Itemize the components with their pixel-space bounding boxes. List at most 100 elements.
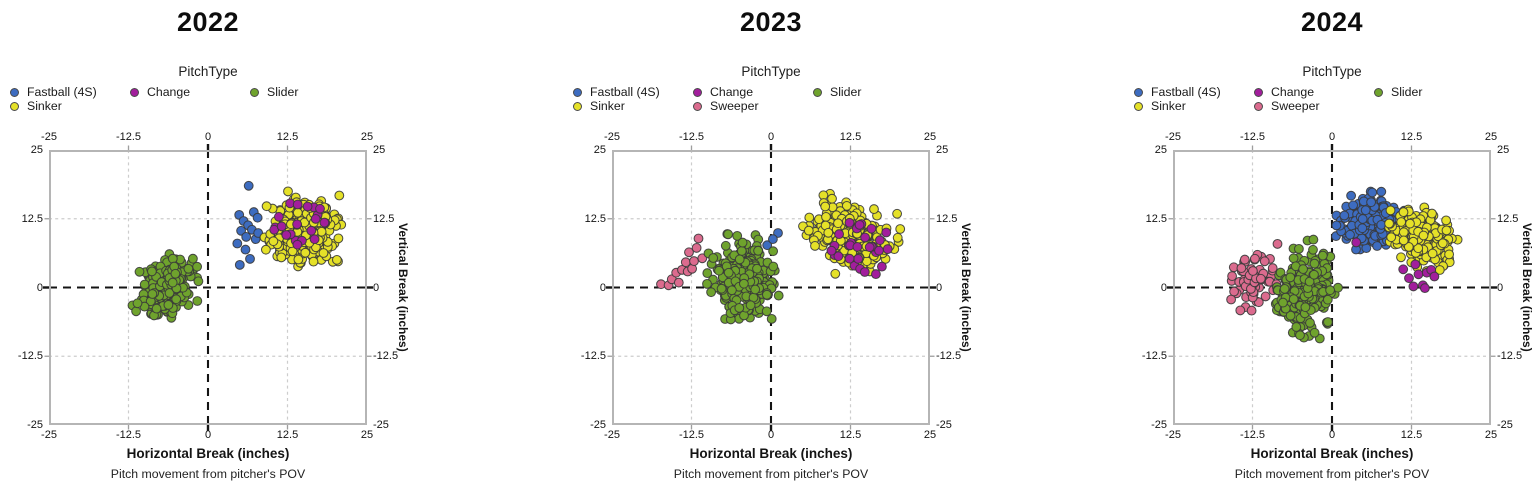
legend-marker-dot [1254, 101, 1263, 111]
data-point [702, 278, 712, 289]
y-axis-right-tick-label: -25 [936, 419, 952, 431]
data-point [734, 254, 745, 265]
data-point [736, 246, 747, 256]
legend-item-sinker: Sinker [1134, 98, 1186, 113]
data-point [750, 284, 761, 295]
data-point [192, 261, 203, 272]
data-point [762, 240, 773, 251]
data-point [163, 299, 174, 310]
data-point [689, 256, 699, 267]
data-point [1419, 283, 1430, 294]
panel-title: 2022 [176, 7, 240, 37]
data-point [1308, 234, 1319, 245]
data-point [1278, 297, 1288, 308]
data-point [1322, 317, 1333, 327]
data-point [1372, 241, 1383, 251]
x-axis-top-tick-label: -12.5 [678, 131, 705, 143]
data-point [1357, 223, 1368, 234]
y-axis-right-tick-label: 12.5 [1497, 212, 1519, 225]
data-point [1285, 310, 1296, 321]
data-point [833, 218, 843, 229]
legend: Fastball (4S) Sinker Change Slider [0, 86, 416, 116]
data-point [841, 200, 852, 211]
legend-item-fastball-4s: Fastball (4S) [10, 86, 97, 99]
data-point [131, 306, 142, 317]
data-point [1398, 207, 1409, 218]
y-axis-left-tick-label: 25 [593, 144, 606, 156]
data-point [810, 240, 820, 251]
legend: Fastball (4S) Sinker Change Sweeper Slider [1124, 86, 1540, 116]
legend-label: Slider [1391, 85, 1423, 99]
data-point [881, 227, 892, 238]
y-axis-left-tick-label: -25 [1151, 419, 1167, 431]
data-point [723, 267, 734, 278]
data-point [1367, 187, 1378, 198]
data-point [318, 248, 329, 258]
y-axis-right-tick-label: 0 [1497, 281, 1504, 294]
plot-caption: Pitch movement from pitcher's POV [673, 467, 869, 481]
y-axis-left-tick-label: 0 [599, 281, 606, 294]
data-point [245, 253, 255, 264]
data-point [241, 231, 252, 242]
data-point [1309, 258, 1320, 269]
data-point [767, 234, 778, 245]
legend-label: Sweeper [710, 98, 759, 113]
data-point [761, 306, 772, 317]
y-axis-left-tick-label: 25 [30, 144, 43, 156]
y-axis-left-tick-label: -12.5 [17, 350, 43, 363]
data-point [753, 245, 764, 256]
data-point [1309, 327, 1320, 338]
y-axis-right-tick-label: 25 [1497, 144, 1510, 156]
data-point [252, 212, 263, 223]
legend-marker-dot [250, 88, 259, 97]
data-point [308, 256, 319, 267]
data-point [734, 302, 745, 313]
x-axis-bottom-tick-label: -12.5 [1239, 429, 1266, 441]
data-point [693, 233, 704, 244]
data-point [273, 211, 284, 222]
data-point [331, 254, 342, 265]
data-point [183, 263, 194, 274]
series-change [826, 217, 893, 280]
legend-label: Fastball (4S) [590, 85, 660, 99]
series-fastball-4s [232, 180, 264, 270]
plot-caption: Pitch movement from pitcher's POV [1234, 467, 1430, 481]
y-axis-left-tick-label: 0 [1160, 281, 1167, 294]
data-point [1351, 237, 1362, 248]
data-point [1295, 330, 1305, 341]
x-axis-top-tick-label: 12.5 [839, 131, 862, 143]
x-axis-bottom-tick-label: 0 [767, 429, 775, 441]
y-axis-right-tick-label: 0 [936, 281, 943, 294]
data-point [1304, 276, 1315, 287]
data-point [1346, 190, 1357, 201]
data-point [1288, 294, 1299, 305]
data-point [310, 213, 321, 224]
data-point [834, 229, 845, 240]
data-point [1255, 273, 1266, 284]
x-axis-bottom-tick-label: 0 [1328, 429, 1336, 441]
data-point [281, 230, 292, 240]
chart-panel-2024: 2024 PitchType Fastball (4S) Sinker Change… [1124, 0, 1540, 493]
legend-title: PitchType [741, 64, 801, 79]
y-axis-right-tick-label: 0 [373, 281, 380, 294]
x-axis-title: Horizontal Break (inches) [126, 446, 290, 461]
data-point [827, 193, 837, 204]
data-point [1366, 197, 1377, 208]
y-axis-left-tick-label: -12.5 [580, 350, 606, 363]
data-point [234, 259, 245, 270]
data-point [804, 212, 815, 223]
x-axis-top-tick-label: -12.5 [115, 131, 142, 143]
data-point [1441, 215, 1452, 226]
panel-title: 2024 [1300, 7, 1364, 37]
legend-marker-dot [693, 101, 702, 111]
legend-label: Fastball (4S) [27, 85, 97, 99]
x-axis-top-tick-label: 25 [360, 131, 374, 143]
data-point [167, 253, 178, 264]
legend-item-slider: Slider [813, 86, 861, 99]
data-point [292, 199, 303, 210]
data-point [820, 201, 831, 212]
legend-label: Sinker [1151, 98, 1186, 113]
data-point [803, 225, 814, 236]
data-point [826, 245, 837, 256]
data-point [306, 225, 317, 236]
